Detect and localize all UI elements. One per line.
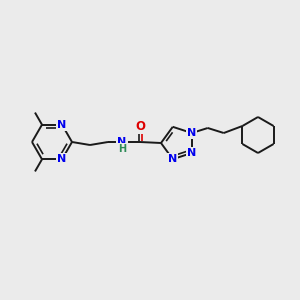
Text: N: N <box>57 120 67 130</box>
Text: N: N <box>187 148 196 158</box>
Text: N: N <box>168 154 177 164</box>
Text: N: N <box>117 137 127 147</box>
Text: H: H <box>118 144 126 154</box>
Text: N: N <box>57 154 67 164</box>
Text: N: N <box>187 128 196 138</box>
Text: O: O <box>135 121 145 134</box>
